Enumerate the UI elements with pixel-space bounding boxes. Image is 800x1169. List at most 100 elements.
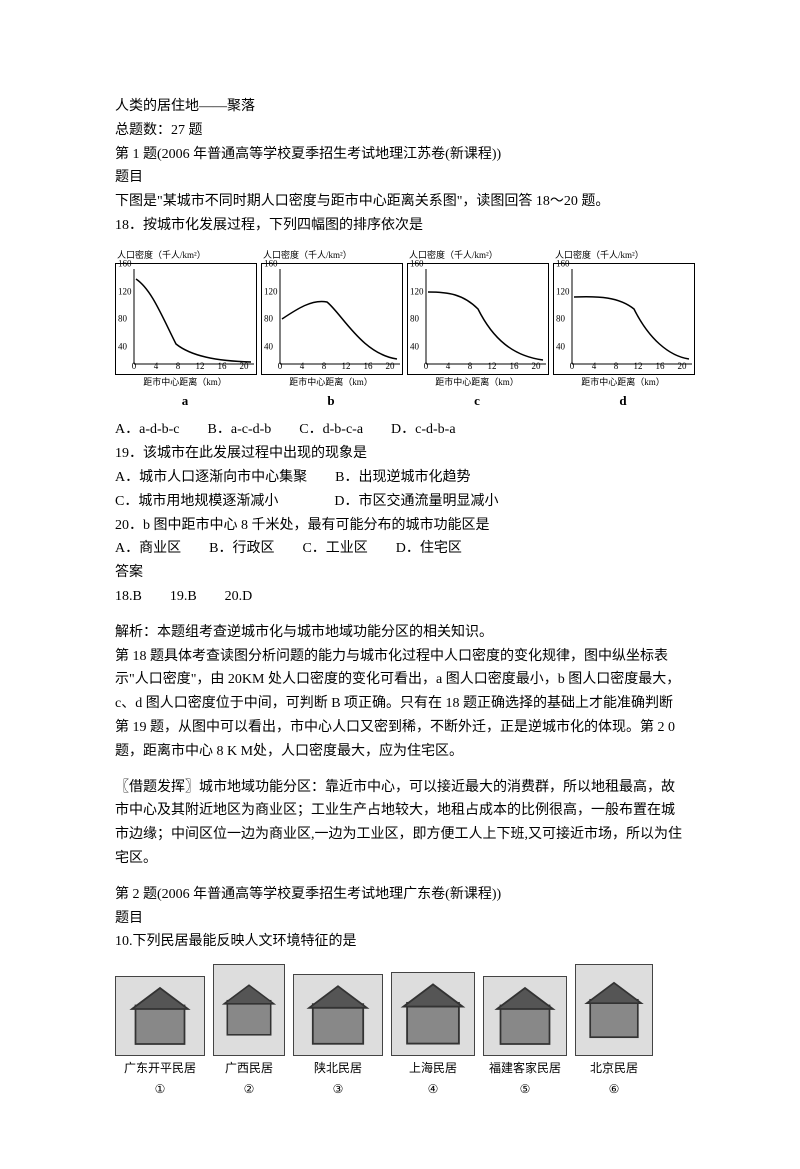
house-image: [213, 964, 285, 1056]
answer-label: 答案: [115, 561, 685, 585]
house-name: 陕北民居: [293, 1058, 383, 1078]
x-tick: 8: [614, 359, 619, 374]
house-item: 广东开平民居①: [115, 976, 205, 1099]
house-image: [575, 964, 653, 1056]
q2-text: 10.下列民居最能反映人文环境特征的是: [115, 930, 685, 954]
house-name: 上海民居: [391, 1058, 475, 1078]
q1-intro: 下图是"某城市不同时期人口密度与距市中心距离关系图"，读图回答 18～20 题。: [115, 190, 685, 214]
y-tick: 160: [118, 256, 132, 271]
chart-letter: b: [261, 390, 401, 412]
x-tick: 4: [592, 359, 597, 374]
y-tick: 40: [118, 339, 127, 354]
timu-label-2: 题目: [115, 907, 685, 931]
house-name: 广东开平民居: [115, 1058, 205, 1078]
house-image: [293, 974, 383, 1056]
y-tick: 120: [118, 284, 132, 299]
x-tick: 16: [218, 359, 227, 374]
x-tick: 16: [364, 359, 373, 374]
chart-a: 人口密度（千人/km²） 40 80 120 160 0 4 8 12 16 20距市中心距离（km…: [115, 248, 255, 413]
y-tick: 80: [118, 311, 127, 326]
x-tick: 0: [570, 359, 575, 374]
house-name: 北京民居: [575, 1058, 653, 1078]
house-image: [391, 972, 475, 1056]
y-tick: 40: [556, 339, 565, 354]
q18-text: 18．按城市化发展过程，下列四幅图的排序依次是: [115, 214, 685, 238]
x-tick: 20: [386, 359, 395, 374]
house-item: 上海民居④: [391, 972, 475, 1099]
x-tick: 8: [322, 359, 327, 374]
houses-row: 广东开平民居①广西民居②陕北民居③上海民居④福建客家民居⑤北京民居⑥: [115, 964, 685, 1099]
page-title: 人类的居住地——聚落: [115, 95, 685, 119]
chart-ylabel: 人口密度（千人/km²）: [263, 248, 401, 263]
chart-xlabel: 距市中心距离（km）: [407, 375, 547, 390]
house-name: 广西民居: [213, 1058, 285, 1078]
chart-c: 人口密度（千人/km²） 40 80 120 160 0 4 8 12 16 20距市中心距离（km…: [407, 248, 547, 413]
chart-ylabel: 人口密度（千人/km²）: [555, 248, 693, 263]
x-tick: 16: [656, 359, 665, 374]
x-tick: 4: [154, 359, 159, 374]
x-tick: 12: [488, 359, 497, 374]
chart-letter: d: [553, 390, 693, 412]
x-tick: 20: [678, 359, 687, 374]
total-count: 总题数：27 题: [115, 119, 685, 143]
house-image: [483, 976, 567, 1056]
y-tick: 40: [410, 339, 419, 354]
house-number: ④: [391, 1079, 475, 1099]
analysis-1: 解析：本题组考查逆城市化与城市地域功能分区的相关知识。: [115, 621, 685, 645]
x-tick: 0: [424, 359, 429, 374]
house-name: 福建客家民居: [483, 1058, 567, 1078]
x-tick: 8: [468, 359, 473, 374]
y-tick: 160: [264, 256, 278, 271]
q18-options: A．a-d-b-c B．a-c-d-b C．d-b-c-a D．c-d-b-a: [115, 418, 685, 442]
chart-xlabel: 距市中心距离（km）: [115, 375, 255, 390]
q19-opts-cd: C．城市用地规模逐渐减小 D．市区交通流量明显减小: [115, 490, 685, 514]
house-number: ②: [213, 1079, 285, 1099]
chart-d: 人口密度（千人/km²） 40 80 120 160 0 4 8 12 16 20距市中心距离（km…: [553, 248, 693, 413]
analysis-2: 第 18 题具体考查读图分析问题的能力与城市化过程中人口密度的变化规律，图中纵坐…: [115, 645, 685, 764]
timu-label: 题目: [115, 166, 685, 190]
x-tick: 8: [176, 359, 181, 374]
q19-text: 19．该城市在此发展过程中出现的现象是: [115, 442, 685, 466]
charts-row: 人口密度（千人/km²）4080120160048121620距市中心距离（km…: [115, 248, 685, 413]
x-tick: 12: [196, 359, 205, 374]
chart-letter: a: [115, 390, 255, 412]
chart-b: 人口密度（千人/km²） 40 80 120 160 0 4 8 12 16 20距市中心距离（km…: [261, 248, 401, 413]
x-tick: 4: [300, 359, 305, 374]
house-number: ③: [293, 1079, 383, 1099]
q2-header: 第 2 题(2006 年普通高等学校夏季招生考试地理广东卷(新课程)): [115, 883, 685, 907]
x-tick: 12: [634, 359, 643, 374]
x-tick: 12: [342, 359, 351, 374]
chart-letter: c: [407, 390, 547, 412]
x-tick: 0: [278, 359, 283, 374]
x-tick: 0: [132, 359, 137, 374]
house-number: ⑥: [575, 1079, 653, 1099]
q20-options: A．商业区 B．行政区 C．工业区 D．住宅区: [115, 537, 685, 561]
y-tick: 120: [410, 284, 424, 299]
x-tick: 20: [240, 359, 249, 374]
x-tick: 20: [532, 359, 541, 374]
chart-xlabel: 距市中心距离（km）: [553, 375, 693, 390]
y-tick: 80: [410, 311, 419, 326]
analysis-3: 〖借题发挥〗城市地域功能分区：靠近市中心，可以接近最大的消费群，所以地租最高，故…: [115, 776, 685, 871]
q1-header: 第 1 题(2006 年普通高等学校夏季招生考试地理江苏卷(新课程)): [115, 143, 685, 167]
house-number: ⑤: [483, 1079, 567, 1099]
house-item: 福建客家民居⑤: [483, 976, 567, 1099]
y-tick: 80: [556, 311, 565, 326]
y-tick: 80: [264, 311, 273, 326]
house-number: ①: [115, 1079, 205, 1099]
chart-ylabel: 人口密度（千人/km²）: [117, 248, 255, 263]
y-tick: 160: [556, 256, 570, 271]
house-image: [115, 976, 205, 1056]
house-item: 北京民居⑥: [575, 964, 653, 1099]
chart-xlabel: 距市中心距离（km）: [261, 375, 401, 390]
x-tick: 16: [510, 359, 519, 374]
y-tick: 120: [264, 284, 278, 299]
y-tick: 120: [556, 284, 570, 299]
y-tick: 160: [410, 256, 424, 271]
answers: 18.B 19.B 20.D: [115, 585, 685, 609]
q20-text: 20．b 图中距市中心 8 千米处，最有可能分布的城市功能区是: [115, 514, 685, 538]
x-tick: 4: [446, 359, 451, 374]
house-item: 陕北民居③: [293, 974, 383, 1099]
y-tick: 40: [264, 339, 273, 354]
chart-ylabel: 人口密度（千人/km²）: [409, 248, 547, 263]
